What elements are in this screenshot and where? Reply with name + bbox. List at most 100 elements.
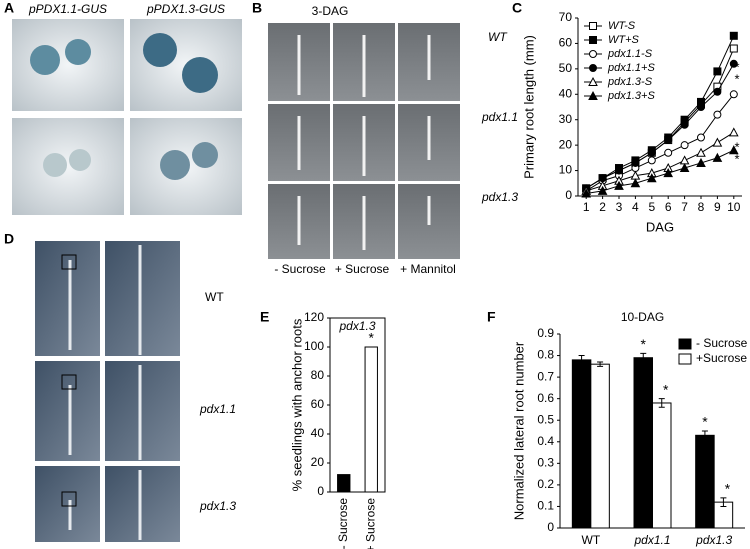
seedling bbox=[65, 39, 91, 65]
legend-swatch bbox=[678, 338, 692, 350]
legend-marker bbox=[589, 50, 597, 58]
marker bbox=[614, 180, 624, 190]
y-tick-label: 0.4 bbox=[537, 434, 554, 448]
panel-letter: F bbox=[487, 309, 496, 325]
row-label: WT bbox=[488, 30, 508, 44]
y-tick-label: 40 bbox=[559, 86, 573, 100]
seedling bbox=[69, 149, 91, 171]
legend-marker bbox=[589, 64, 597, 72]
marker bbox=[664, 136, 673, 145]
legend-label: +Sucrose bbox=[696, 351, 747, 365]
inset-box bbox=[61, 491, 77, 507]
bar bbox=[571, 359, 592, 529]
y-tick-label: 0.5 bbox=[537, 412, 554, 426]
bar bbox=[652, 402, 672, 529]
x-tick-label: 1 bbox=[583, 200, 590, 214]
seedling bbox=[160, 150, 190, 180]
marker bbox=[680, 120, 689, 129]
annotation: * bbox=[734, 151, 739, 166]
error-bar bbox=[578, 355, 585, 365]
marker bbox=[664, 148, 673, 157]
y-tick-label: 10 bbox=[559, 163, 573, 177]
photo bbox=[35, 361, 100, 461]
x-tick-label: WT bbox=[582, 533, 601, 547]
annotation: * bbox=[734, 59, 739, 74]
marker bbox=[729, 44, 738, 53]
panel-letter: A bbox=[4, 0, 14, 16]
y-axis-label: % seedlings with anchor roots bbox=[289, 318, 304, 491]
legend-label: - Sucrose bbox=[696, 336, 748, 350]
y-tick-label: 120 bbox=[304, 310, 324, 324]
y-tick-label: 20 bbox=[559, 137, 573, 151]
photo bbox=[105, 466, 180, 542]
seedling bbox=[43, 153, 67, 177]
marker bbox=[728, 127, 739, 137]
marker bbox=[729, 31, 738, 40]
line bbox=[585, 35, 735, 189]
marker bbox=[647, 148, 656, 157]
x-tick-label: 9 bbox=[714, 200, 721, 214]
y-tick-label: 0 bbox=[565, 188, 572, 202]
y-tick-label: 30 bbox=[559, 112, 573, 126]
photo bbox=[105, 241, 180, 356]
marker bbox=[697, 133, 705, 142]
root bbox=[68, 245, 142, 540]
marker bbox=[597, 185, 608, 195]
row-label: WT bbox=[205, 290, 224, 304]
bar bbox=[590, 363, 610, 529]
x-tick-label: 4 bbox=[632, 200, 639, 214]
x-tick-label: + Sucrose bbox=[363, 498, 377, 549]
y-tick-label: 70 bbox=[559, 10, 573, 24]
annotation: * bbox=[369, 330, 375, 346]
annotation: * bbox=[663, 381, 669, 397]
marker bbox=[663, 168, 674, 178]
photo-group bbox=[35, 241, 180, 542]
x-tick-label: 3 bbox=[616, 200, 623, 214]
seedling bbox=[30, 45, 60, 75]
chart-title: 10-DAG bbox=[621, 310, 664, 324]
y-tick-label: 20 bbox=[311, 455, 325, 469]
y-tick-label: 100 bbox=[304, 339, 324, 353]
x-tick-label: 7 bbox=[681, 200, 688, 214]
legend-swatch bbox=[678, 353, 692, 365]
photo-label: pPDX1.3-GUS bbox=[146, 2, 225, 16]
column-label: + Mannitol bbox=[400, 262, 456, 276]
marker bbox=[680, 141, 689, 150]
frame bbox=[329, 317, 386, 493]
marker bbox=[713, 110, 722, 119]
marker bbox=[729, 90, 738, 99]
seedling bbox=[143, 33, 177, 67]
panel-letter: D bbox=[4, 231, 14, 247]
error-bar bbox=[658, 398, 665, 408]
bar bbox=[633, 357, 653, 529]
error-bar bbox=[720, 497, 727, 507]
row-label: pdx1.1 bbox=[199, 402, 236, 416]
legend-marker bbox=[588, 90, 598, 100]
y-tick-label: 0.9 bbox=[537, 326, 554, 340]
annotation: * bbox=[641, 336, 647, 352]
seedling bbox=[182, 57, 218, 93]
y-tick-label: 0.1 bbox=[537, 499, 554, 513]
marker bbox=[679, 162, 690, 173]
annotation: * bbox=[725, 481, 731, 497]
panel-title: 3-DAG bbox=[312, 4, 349, 18]
x-tick-label: pdx1.3 bbox=[695, 533, 732, 547]
inset-box bbox=[61, 254, 77, 270]
y-axis-label: Normalized lateral root number bbox=[511, 341, 526, 520]
seedling bbox=[192, 142, 218, 168]
x-tick-label: 5 bbox=[648, 200, 655, 214]
legend-label: pdx1.1+S bbox=[607, 62, 655, 74]
marker bbox=[712, 152, 723, 162]
legend-label: pdx1.3+S bbox=[607, 90, 655, 102]
x-tick-label: pdx1.1 bbox=[633, 533, 670, 547]
y-tick-label: 40 bbox=[311, 426, 325, 440]
y-tick-label: 0.2 bbox=[537, 477, 554, 491]
y-tick-label: 0.6 bbox=[537, 391, 554, 405]
column-label: - Sucrose bbox=[274, 262, 326, 276]
x-tick-label: 2 bbox=[599, 200, 606, 214]
row-label: pdx1.1 bbox=[481, 110, 518, 124]
row-label: pdx1.3 bbox=[481, 190, 518, 204]
photo bbox=[12, 19, 124, 111]
